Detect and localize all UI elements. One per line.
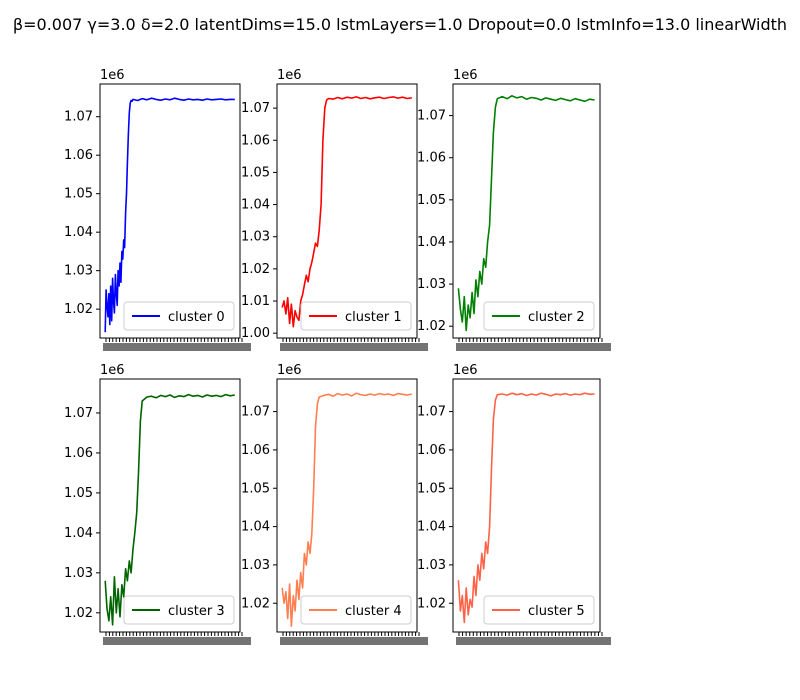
y-tick-label: 1.04 [64,225,93,240]
x-tick-label-band [280,343,428,351]
legend: cluster 3 [123,595,235,625]
y-tick-label: 1.02 [64,606,93,621]
legend-label: cluster 5 [528,604,585,619]
subplot-0: 1.02 1.03 1.04 1.05 1.06 1.07 1e6 cluster 0 [64,68,251,351]
legend: cluster 4 [300,595,412,625]
subplot-3: 1.02 1.03 1.04 1.05 1.06 1.07 1e6 cluster 3 [64,363,251,645]
y-offset-label: 1e6 [100,68,125,83]
y-tick-label: 1.01 [241,294,270,309]
series-line-cluster-5 [457,392,595,624]
y-tick-label: 1.06 [241,133,270,148]
legend-label: cluster 3 [168,604,225,619]
y-offset-label: 1e6 [277,363,302,378]
series-line-cluster-0 [104,97,235,333]
y-tick-label: 1.04 [417,235,446,250]
x-tick-band [458,632,603,636]
x-tick-label-band [280,637,428,645]
legend: cluster 0 [123,301,235,331]
axes-frame [99,83,241,339]
legend: cluster 5 [483,595,595,625]
legend: cluster 1 [300,301,412,331]
y-tick-label: 1.07 [241,101,270,116]
figure-suptitle: β=0.007 γ=3.0 δ=2.0 latentDims=15.0 lstm… [13,15,787,34]
y-tick-label: 1.07 [241,405,270,420]
y-tick-label: 1.05 [417,193,446,208]
legend-box [300,301,412,331]
y-tick-label: 1.06 [64,446,93,461]
axes-frame [452,378,601,633]
y-tick-label: 1.05 [417,481,446,496]
subplot-1: 1.00 1.01 1.02 1.03 1.04 1.05 1.06 1.07 1e6 clust… [241,68,428,351]
y-tick-label: 1.03 [64,264,93,279]
legend-box [483,301,595,331]
x-tick-band [105,338,243,342]
x-tick-band [282,338,420,342]
y-tick-label: 1.07 [64,406,93,421]
series-line-cluster-4 [281,392,412,628]
y-tick-label: 1.06 [417,443,446,458]
y-tick-label: 1.05 [241,165,270,180]
y-tick-label: 1.05 [64,187,93,202]
subplot-grid: 1.02 1.03 1.04 1.05 1.06 1.07 1e6 cluster 0 1.00… [64,68,611,645]
y-tick-label: 1.07 [417,405,446,420]
axes-frame [276,378,418,633]
y-offset-label: 1e6 [100,363,125,378]
y-tick-label: 1.03 [241,558,270,573]
subplot-5: 1.02 1.03 1.04 1.05 1.06 1.07 1e6 cluster 5 [417,363,611,645]
y-tick-label: 1.06 [241,443,270,458]
y-tick-label: 1.07 [417,109,446,124]
legend-box [123,301,235,331]
x-tick-label-band [456,637,611,645]
y-tick-label: 1.07 [64,110,93,125]
y-tick-label: 1.05 [64,486,93,501]
y-offset-label: 1e6 [277,68,302,83]
legend: cluster 2 [483,301,595,331]
legend-label: cluster 1 [345,310,402,325]
y-offset-label: 1e6 [453,68,478,83]
legend-box [123,595,235,625]
series-line-cluster-1 [281,96,412,328]
series-line-cluster-2 [457,95,595,332]
x-tick-band [458,338,603,342]
y-tick-label: 1.03 [417,277,446,292]
y-tick-label: 1.02 [241,262,270,277]
x-tick-label-band [103,343,251,351]
legend-label: cluster 4 [345,604,402,619]
axes-frame [276,83,418,339]
y-tick-label: 1.04 [417,520,446,535]
y-tick-label: 1.04 [64,526,93,541]
y-tick-label: 1.05 [241,481,270,496]
y-tick-label: 1.06 [417,151,446,166]
x-tick-label-band [103,637,251,645]
legend-label: cluster 2 [528,310,585,325]
y-tick-label: 1.03 [417,558,446,573]
legend-box [483,595,595,625]
legend-label: cluster 0 [168,310,225,325]
y-tick-label: 1.02 [417,596,446,611]
legend-box [300,595,412,625]
y-tick-label: 1.03 [64,566,93,581]
y-tick-label: 1.02 [64,302,93,317]
axes-frame [99,378,241,633]
y-tick-label: 1.02 [417,319,446,334]
y-tick-label: 1.04 [241,520,270,535]
y-tick-label: 1.03 [241,230,270,245]
x-tick-band [282,632,420,636]
x-tick-band [105,632,243,636]
series-line-cluster-3 [104,393,235,626]
y-offset-label: 1e6 [453,363,478,378]
y-tick-label: 1.02 [241,596,270,611]
y-tick-label: 1.06 [64,148,93,163]
subplot-2: 1.02 1.03 1.04 1.05 1.06 1.07 1e6 cluster 2 [417,68,611,351]
y-tick-label: 1.00 [241,326,270,341]
subplot-4: 1.02 1.03 1.04 1.05 1.06 1.07 1e6 cluster 4 [241,363,428,645]
x-tick-label-band [456,343,611,351]
axes-frame [452,83,601,339]
y-tick-label: 1.04 [241,198,270,213]
